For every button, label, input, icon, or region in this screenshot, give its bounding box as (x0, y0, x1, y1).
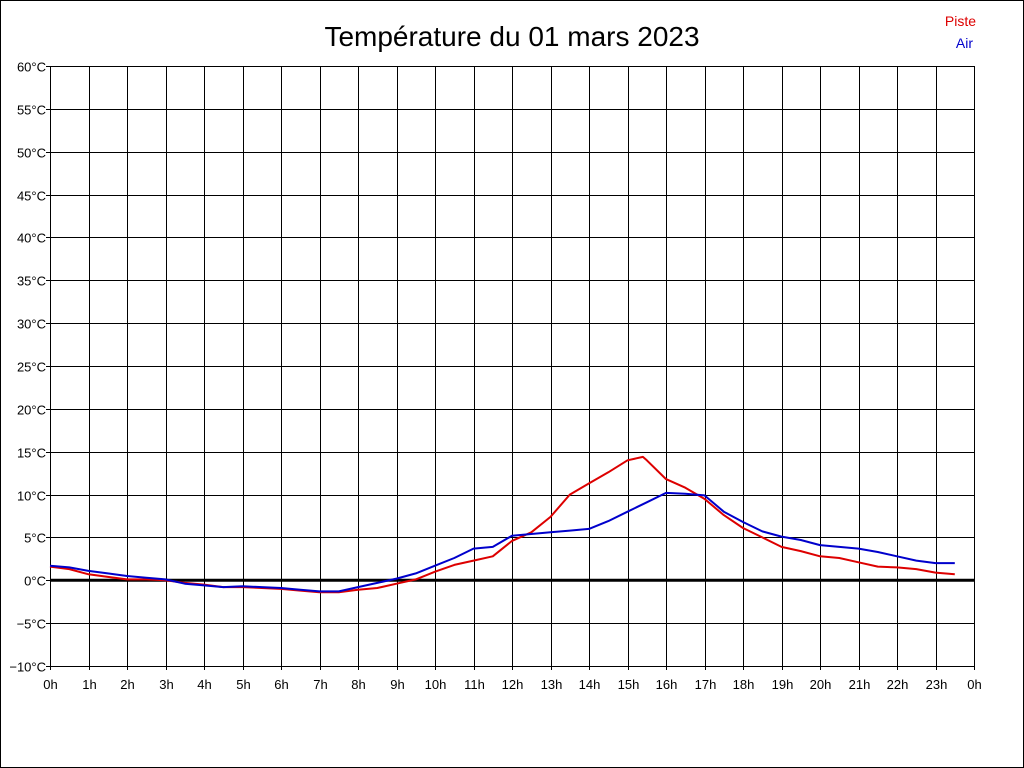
x-tick-label: 9h (390, 677, 404, 692)
x-tick-label: 22h (887, 677, 909, 692)
x-tick-label: 8h (351, 677, 365, 692)
y-tick-label: −10°C (9, 660, 46, 675)
x-tick-label: 19h (772, 677, 794, 692)
series-lines (49, 455, 955, 594)
y-tick-label: 20°C (17, 403, 46, 418)
x-tick-label: 0h (43, 677, 57, 692)
y-tick-label: 45°C (17, 189, 46, 204)
y-tick-label: 15°C (17, 446, 46, 461)
grid (46, 66, 975, 670)
y-tick-label: 30°C (17, 317, 46, 332)
x-tick-label: 17h (695, 677, 717, 692)
x-tick-label: 7h (313, 677, 327, 692)
x-tick-label: 15h (618, 677, 640, 692)
series-line-piste (49, 455, 955, 594)
y-tick-label: 50°C (17, 146, 46, 161)
x-tick-label: 4h (197, 677, 211, 692)
x-tick-label: 1h (82, 677, 96, 692)
y-tick-label: 40°C (17, 231, 46, 246)
legend-piste: Piste (945, 13, 976, 29)
y-tick-label: 0°C (24, 574, 46, 589)
x-tick-label: 14h (579, 677, 601, 692)
y-tick-label: 55°C (17, 103, 46, 118)
x-tick-label: 12h (502, 677, 524, 692)
x-tick-label: 13h (541, 677, 563, 692)
x-tick-label: 16h (656, 677, 678, 692)
x-tick-label: 0h (967, 677, 981, 692)
x-tick-label: 5h (236, 677, 250, 692)
x-tick-label: 18h (733, 677, 755, 692)
tick-labels: 0h 1h 2h 3h 4h 5h 6h 7h 8h 9h 10h 11h 12h 13h 14h 15h 16… (9, 60, 981, 693)
x-tick-label: 23h (926, 677, 948, 692)
x-tick-label: 11h (464, 677, 485, 692)
y-tick-label: 5°C (24, 531, 46, 546)
x-tick-label: 20h (810, 677, 832, 692)
legend-air: Air (956, 35, 973, 51)
x-tick-label: 2h (120, 677, 134, 692)
x-tick-label: 3h (159, 677, 173, 692)
chart-title: Température du 01 mars 2023 (324, 21, 699, 52)
x-tick-label: 6h (274, 677, 288, 692)
x-tick-label: 10h (425, 677, 447, 692)
x-tick-label: 21h (849, 677, 871, 692)
y-tick-label: 25°C (17, 360, 46, 375)
y-tick-label: 10°C (17, 489, 46, 504)
series-line-air (49, 491, 955, 593)
y-tick-label: −5°C (17, 617, 46, 632)
y-tick-label: 35°C (17, 274, 46, 289)
y-tick-label: 60°C (17, 60, 46, 75)
